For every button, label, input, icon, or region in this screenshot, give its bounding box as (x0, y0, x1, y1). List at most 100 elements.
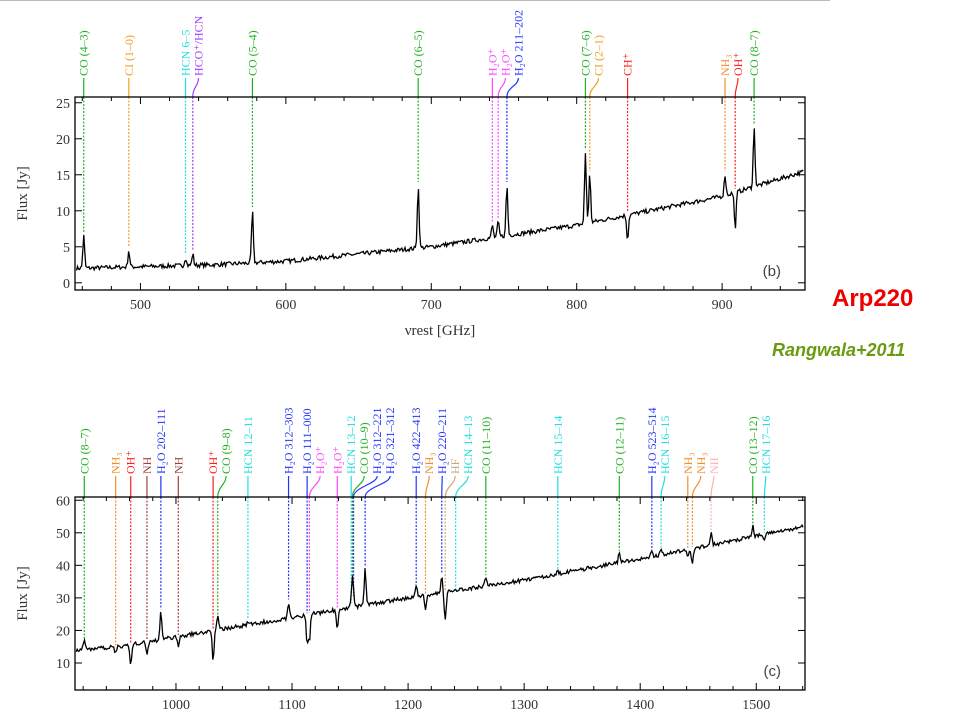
line-label: H₂O 211–202 (511, 10, 525, 76)
y-axis-label: Flux [Jy] (15, 166, 31, 221)
line-label: CO (11–10) (479, 417, 493, 474)
line-label: HCN 17–16 (759, 416, 773, 474)
y-tick-label: 20 (56, 133, 70, 148)
line-label: NH₃ (109, 452, 123, 474)
spectrum-line (75, 128, 804, 272)
line-label: CO (7–6) (578, 30, 592, 76)
line-label: HCN 13–12 (344, 416, 358, 474)
line-label: CO (8–7) (77, 428, 91, 474)
line-label: NII (707, 457, 721, 474)
line-label: CO (4–3) (77, 30, 91, 76)
line-label: HCN 6–5 (179, 30, 193, 76)
line-label: OH⁺ (206, 450, 220, 474)
object-name: Arp220 (832, 285, 914, 312)
label-connector (691, 475, 702, 498)
line-label: CO (12–11) (612, 417, 626, 474)
line-label: H₂O 312–221 (370, 407, 384, 474)
label-connector (308, 475, 321, 498)
line-label: CO (6–5) (411, 30, 425, 76)
line-label: NH (171, 456, 185, 474)
line-label: HCN 15–14 (551, 416, 565, 474)
line-label: OH⁺ (731, 52, 745, 76)
y-tick-label: 5 (63, 241, 70, 256)
panel-label: (b) (763, 263, 781, 280)
y-tick-label: 40 (56, 559, 70, 574)
x-tick-label: 800 (566, 298, 587, 313)
label-connector (352, 475, 378, 498)
panel-c: CO (8–7) NH₃ OH⁺ NH H₂O 202–111 NH OH⁺ CO (9–8)… (15, 407, 806, 713)
plot-frame (74, 96, 806, 291)
spectrum-line (75, 523, 804, 665)
x-tick-label: 700 (421, 298, 442, 313)
label-connector (660, 475, 666, 498)
line-label: CI (1–0) (122, 35, 136, 76)
line-label: H₂O⁺ (313, 446, 327, 474)
x-axis-label: νrest [GHz] (405, 323, 476, 339)
y-tick-label: 0 (63, 277, 70, 292)
y-tick-label: 50 (56, 527, 70, 542)
line-label: HCO⁺/HCN (192, 15, 206, 76)
x-tick-label: 600 (275, 298, 296, 313)
x-tick-label: 1200 (394, 698, 422, 713)
label-connector (444, 475, 456, 498)
line-label: HCN 16–15 (658, 416, 672, 474)
line-label: H₂O 111–000 (300, 408, 314, 474)
panel-label: (c) (764, 663, 782, 680)
line-label: CO (10–9) (357, 422, 371, 474)
x-tick-label: 900 (712, 298, 733, 313)
y-tick-label: 15 (56, 169, 70, 184)
y-tick-label: 60 (56, 494, 70, 509)
line-label: H₂O 220–211 (435, 408, 449, 474)
y-tick-label: 30 (56, 592, 70, 607)
line-label: CO (13–12) (746, 416, 760, 474)
line-label: CO (8–7) (747, 30, 761, 76)
panel-b: CO (4–3) CI (1–0) HCN 6–5 HCO⁺/HCN CO (5–4) C… (15, 10, 806, 339)
reference-citation: Rangwala+2011 (772, 340, 906, 360)
x-tick-label: 500 (130, 298, 151, 313)
label-connector (351, 475, 365, 498)
label-connector (734, 77, 739, 98)
x-tick-label: 1100 (278, 698, 305, 713)
line-label: H₂O 202–111 (154, 408, 168, 474)
label-connector (364, 475, 391, 498)
label-connector (589, 77, 600, 98)
line-label: NH₃ (718, 54, 732, 76)
line-label: H₂O 321–312 (383, 407, 397, 474)
line-label: H₂O 523–514 (645, 407, 659, 474)
line-label: H₂O⁺ (330, 446, 344, 474)
y-axis-label: Flux [Jy] (15, 566, 31, 621)
label-connector (192, 77, 200, 98)
label-connector (710, 475, 715, 498)
line-label: CO (5–4) (245, 30, 259, 76)
x-tick-label: 1400 (626, 698, 654, 713)
line-label: CI (2–1) (591, 35, 605, 76)
line-label: CH⁺ (621, 53, 635, 76)
x-tick-label: 1500 (742, 698, 770, 713)
label-connector (424, 475, 430, 498)
line-label: OH⁺ (124, 450, 138, 474)
x-tick-label: 1300 (510, 698, 538, 713)
y-tick-label: 25 (56, 97, 70, 112)
line-label: CO (9–8) (219, 428, 233, 474)
line-label: NH₃ (694, 452, 708, 474)
line-label: HF (448, 458, 462, 474)
label-connector (217, 475, 227, 498)
line-label: H₂O 422–413 (409, 407, 423, 474)
y-tick-label: 10 (56, 657, 70, 672)
x-tick-label: 1000 (162, 698, 190, 713)
line-label: HCN 12–11 (241, 416, 255, 474)
label-connector (506, 77, 519, 98)
line-label: H₂O⁺ (485, 48, 499, 76)
label-connector (497, 77, 506, 98)
line-label: NH (140, 456, 154, 474)
line-label: HCN 14–13 (461, 416, 475, 474)
y-tick-label: 20 (56, 624, 70, 639)
line-label: NH₃ (422, 452, 436, 474)
label-connector (763, 475, 767, 498)
line-label: H₂O⁺ (498, 48, 512, 76)
label-connector (455, 475, 469, 498)
line-label: NH₃ (681, 452, 695, 474)
y-tick-label: 10 (56, 205, 70, 220)
plot-frame (74, 496, 806, 691)
